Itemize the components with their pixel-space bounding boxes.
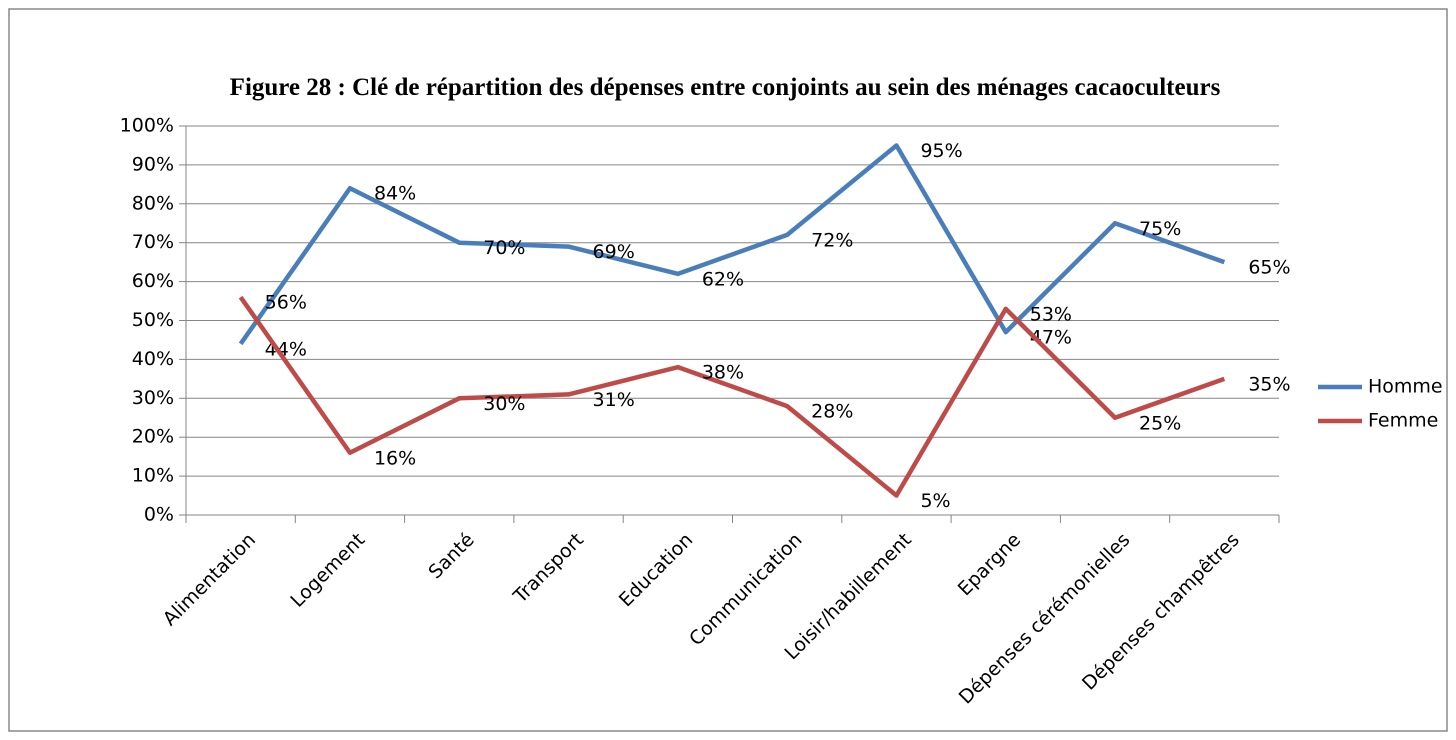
- data-label: 25%: [1139, 412, 1181, 434]
- data-label: 62%: [702, 268, 744, 290]
- legend-label: Homme: [1368, 376, 1443, 398]
- data-label: 70%: [483, 237, 525, 259]
- chart-title: Figure 28 : Clé de répartition des dépen…: [229, 74, 1221, 101]
- data-label: 56%: [265, 292, 307, 314]
- data-label: 75%: [1139, 218, 1181, 240]
- x-tick-label: Santé: [424, 529, 478, 583]
- data-label: 65%: [1248, 257, 1290, 279]
- y-tick-label: 40%: [132, 348, 174, 370]
- data-label: 31%: [593, 389, 635, 411]
- data-label: 72%: [811, 229, 853, 251]
- y-tick-label: 100%: [120, 115, 174, 137]
- series-line: [238, 295, 1226, 498]
- x-tick-label: Communication: [685, 529, 806, 650]
- data-label: 53%: [1030, 303, 1072, 325]
- x-tick-label: Transport: [509, 529, 588, 608]
- data-label: 35%: [1248, 373, 1290, 395]
- data-label: 5%: [920, 490, 950, 512]
- y-tick-label: 80%: [132, 192, 174, 214]
- x-tick-label: Education: [615, 529, 697, 611]
- y-tick-label: 10%: [132, 465, 174, 487]
- data-label: 84%: [374, 183, 416, 205]
- y-tick-label: 60%: [132, 270, 174, 292]
- y-tick-label: 20%: [132, 426, 174, 448]
- data-label: 95%: [920, 140, 962, 162]
- data-label: 28%: [811, 401, 853, 423]
- chart-frame: [8, 8, 1448, 732]
- data-label: 16%: [374, 447, 416, 469]
- data-label: 38%: [702, 362, 744, 384]
- y-tick-label: 30%: [132, 387, 174, 409]
- legend-label: Femme: [1368, 410, 1438, 432]
- x-tick-label: Epargne: [954, 529, 1025, 600]
- y-tick-label: 0%: [144, 504, 174, 526]
- x-tick-label: Alimentation: [159, 529, 260, 630]
- y-tick-label: 50%: [132, 309, 174, 331]
- x-tick-label: Logement: [286, 529, 369, 612]
- data-label: 30%: [483, 393, 525, 415]
- y-tick-label: 90%: [132, 153, 174, 175]
- y-tick-label: 70%: [132, 231, 174, 253]
- data-label: 69%: [593, 241, 635, 263]
- series-line: [238, 143, 1226, 346]
